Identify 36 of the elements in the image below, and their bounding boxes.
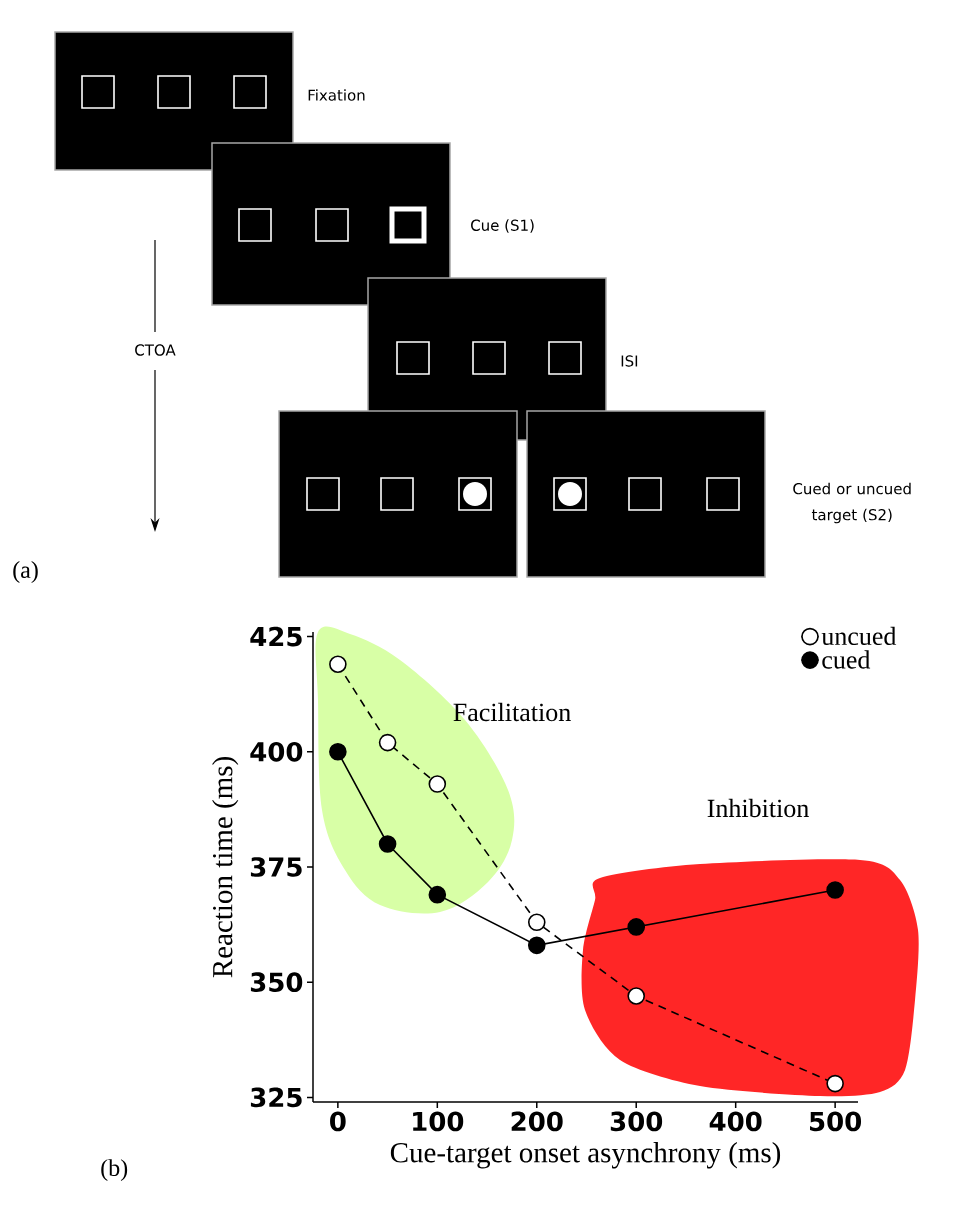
point bbox=[627, 987, 646, 1005]
text: Cued or uncued target (S2) bbox=[793, 482, 911, 524]
x-axis-title: Cue-target onset asynchrony (ms) bbox=[390, 1142, 781, 1169]
x-tick-label: 300 bbox=[610, 1111, 663, 1132]
point bbox=[428, 885, 447, 904]
text: Cue (S1) bbox=[471, 219, 534, 233]
x-tick-label: 0 bbox=[330, 1111, 346, 1132]
point bbox=[329, 655, 347, 674]
legend-label: cued bbox=[822, 650, 871, 669]
point bbox=[428, 775, 447, 793]
point bbox=[627, 918, 646, 936]
point bbox=[378, 733, 397, 752]
point bbox=[527, 913, 546, 932]
y-tick-label: 400 bbox=[250, 741, 303, 762]
point bbox=[826, 1074, 844, 1093]
point bbox=[826, 881, 844, 899]
text: ISI bbox=[621, 355, 638, 367]
y-tick-label: 375 bbox=[250, 857, 302, 877]
y-tick-label: 425 bbox=[250, 626, 302, 647]
legend-label: uncued bbox=[821, 626, 897, 646]
text: (b) bbox=[101, 1159, 128, 1181]
point bbox=[378, 835, 397, 853]
x-tick-label: 100 bbox=[413, 1111, 464, 1132]
y-axis-title: Reaction time (ms) bbox=[212, 757, 239, 978]
text: (a) bbox=[13, 561, 38, 583]
x-tick-label: 200 bbox=[511, 1111, 563, 1132]
text: Fixation bbox=[308, 89, 365, 101]
annotation: Facilitation bbox=[453, 702, 571, 722]
point bbox=[527, 936, 546, 955]
x-tick-label: 400 bbox=[709, 1111, 762, 1132]
x-tick-label: 500 bbox=[810, 1111, 862, 1132]
y-tick-label: 325 bbox=[250, 1087, 302, 1108]
annotation: Inhibition bbox=[707, 798, 809, 818]
y-tick-label: 350 bbox=[250, 972, 303, 993]
text: CTOA bbox=[135, 344, 176, 356]
point bbox=[329, 743, 347, 761]
